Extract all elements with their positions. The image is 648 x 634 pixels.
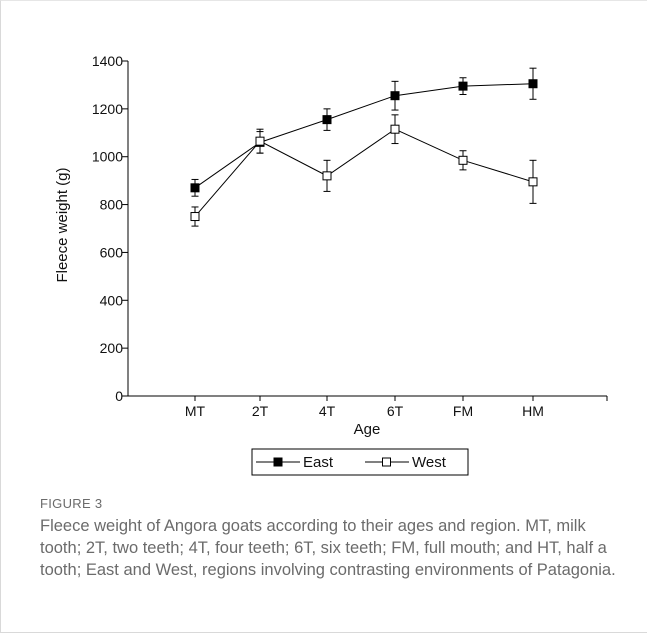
legend-label-west: West: [412, 454, 447, 471]
x-tick-label-2T: 2T: [252, 403, 269, 419]
x-axis-title: Age: [354, 421, 381, 438]
point-east-4T: [322, 115, 332, 125]
point-west-FM: [458, 155, 468, 165]
series-line-east: [194, 83, 534, 189]
y-axis-title: Fleece weight (g): [54, 167, 71, 282]
point-east-6T: [390, 91, 400, 101]
series-line-west: [194, 128, 534, 217]
x-tick-label-HM: HM: [522, 403, 544, 419]
y-tick-label-200: 200: [100, 340, 124, 356]
axes: [127, 61, 608, 401]
figure-label: FIGURE 3: [40, 496, 103, 511]
x-tick-label-MT: MT: [185, 403, 206, 419]
series-layer: [190, 67, 538, 227]
point-east-MT: [190, 183, 200, 193]
legend-marker-west: [382, 457, 391, 467]
y-tick-label-1000: 1000: [92, 149, 123, 165]
y-tick-label-400: 400: [100, 292, 124, 308]
point-west-HM: [528, 177, 538, 187]
point-east-HM: [528, 79, 538, 89]
point-west-4T: [322, 171, 332, 181]
point-west-6T: [390, 124, 400, 134]
fleece-weight-chart: 0 200 400 600 800 1000 1200 1400 MT 2T 4T 6T FM HM F…: [54, 53, 608, 476]
x-tick-label-FM: FM: [453, 403, 473, 419]
x-axis-ticks: MT 2T 4T 6T FM HM: [185, 396, 544, 419]
y-tick-label-0: 0: [115, 388, 123, 404]
legend-marker-east: [273, 457, 283, 467]
point-west-2T: [255, 136, 265, 146]
y-tick-label-1400: 1400: [92, 53, 123, 69]
point-west-MT: [190, 212, 200, 222]
series-west: [190, 114, 538, 227]
x-tick-label-4T: 4T: [319, 403, 336, 419]
y-tick-label-600: 600: [100, 244, 124, 260]
legend-label-east: East: [303, 454, 334, 471]
y-axis-ticks: 0 200 400 600 800 1000 1200 1400: [92, 53, 128, 404]
point-east-FM: [458, 81, 468, 91]
legend: East West: [251, 448, 469, 476]
y-tick-label-800: 800: [100, 197, 124, 213]
y-tick-label-1200: 1200: [92, 101, 123, 117]
x-tick-label-6T: 6T: [387, 403, 404, 419]
figure-caption: Fleece weight of Angora goats according …: [40, 517, 616, 579]
series-east: [190, 67, 538, 197]
